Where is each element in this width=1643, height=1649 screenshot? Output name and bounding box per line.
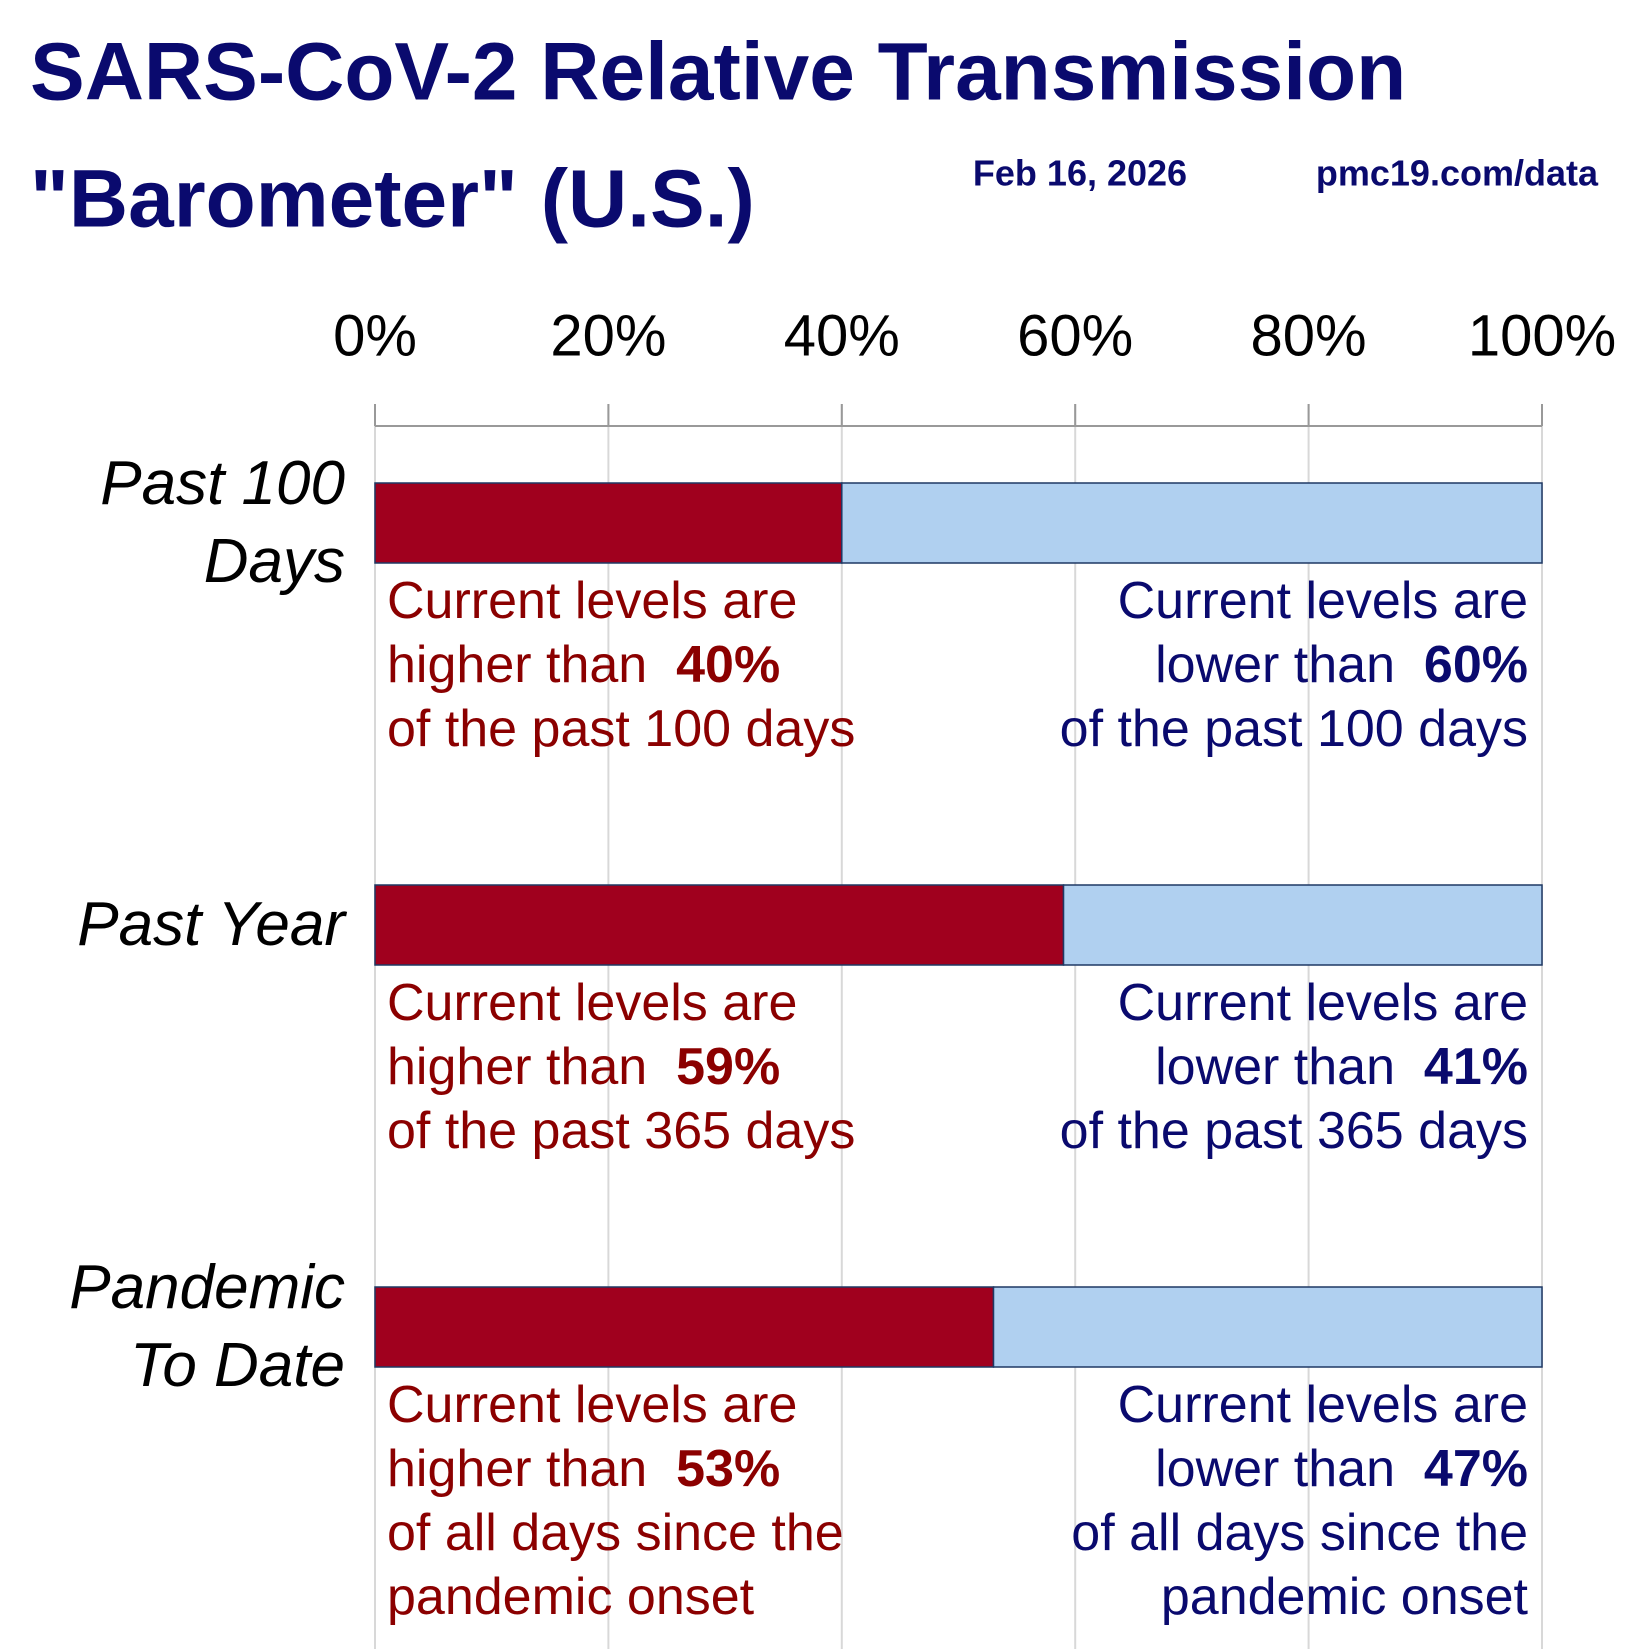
high-annotation: Current levels are higher than 53% of all… xyxy=(387,1373,844,1629)
annotation-text: Current levels are lower than xyxy=(1117,1376,1528,1498)
value-label: 59% xyxy=(676,1038,781,1096)
value-label: 60% xyxy=(1423,636,1528,694)
low-annotation: Current levels are lower than 60% of the … xyxy=(1060,569,1528,761)
annotation-text: of the past 100 days xyxy=(1059,700,1528,758)
value-label: 41% xyxy=(1423,1038,1528,1096)
high-annotation: Current levels are higher than 40% of the… xyxy=(387,569,855,761)
chart-title: SARS-CoV-2 Relative Transmission xyxy=(30,27,1406,118)
annotation-text: Current levels are higher than xyxy=(387,1376,798,1498)
annotation-text: Current levels are lower than xyxy=(1117,572,1528,694)
category-label: Past Year xyxy=(77,890,345,959)
x-tick-label: 40% xyxy=(784,303,900,368)
annotation-text: Current levels are lower than xyxy=(1117,974,1528,1096)
bar-segment xyxy=(992,1286,1543,1368)
x-tick-label: 60% xyxy=(1017,303,1133,368)
annotation-text: of all days since the pandemic onset xyxy=(387,1504,844,1626)
annotation-text: Current levels are higher than xyxy=(387,572,798,694)
chart-subtitle: "Barometer" (U.S.) xyxy=(30,154,755,245)
annotation-text: Current levels are higher than xyxy=(387,974,798,1096)
annotation-text: of the past 365 days xyxy=(387,1102,856,1160)
category-label: Pandemic To Date xyxy=(69,1253,345,1400)
low-annotation: Current levels are lower than 47% of all … xyxy=(1071,1373,1528,1629)
high-annotation: Current levels are higher than 59% of the… xyxy=(387,971,855,1163)
annotation-text: of all days since the pandemic onset xyxy=(1071,1504,1528,1626)
annotation-text: of the past 100 days xyxy=(387,700,856,758)
source: pmc19.com/data xyxy=(1316,153,1599,194)
value-label: 47% xyxy=(1423,1440,1528,1498)
category-label: Past 100 Days xyxy=(100,449,345,596)
bar-segment xyxy=(1062,884,1543,966)
value-label: 40% xyxy=(676,636,781,694)
x-tick-label: 80% xyxy=(1251,303,1367,368)
bar-segment xyxy=(374,884,1065,966)
low-annotation: Current levels are lower than 41% of the … xyxy=(1060,971,1528,1163)
date: Feb 16, 2026 xyxy=(973,153,1187,194)
annotation-text: of the past 365 days xyxy=(1059,1102,1528,1160)
bar-segment xyxy=(374,482,843,564)
x-tick-label: 0% xyxy=(333,303,417,368)
bar-segment xyxy=(841,482,1543,564)
x-tick-label: 20% xyxy=(550,303,666,368)
bar-segment xyxy=(374,1286,995,1368)
x-tick-label: 100% xyxy=(1468,303,1616,368)
value-label: 53% xyxy=(676,1440,781,1498)
